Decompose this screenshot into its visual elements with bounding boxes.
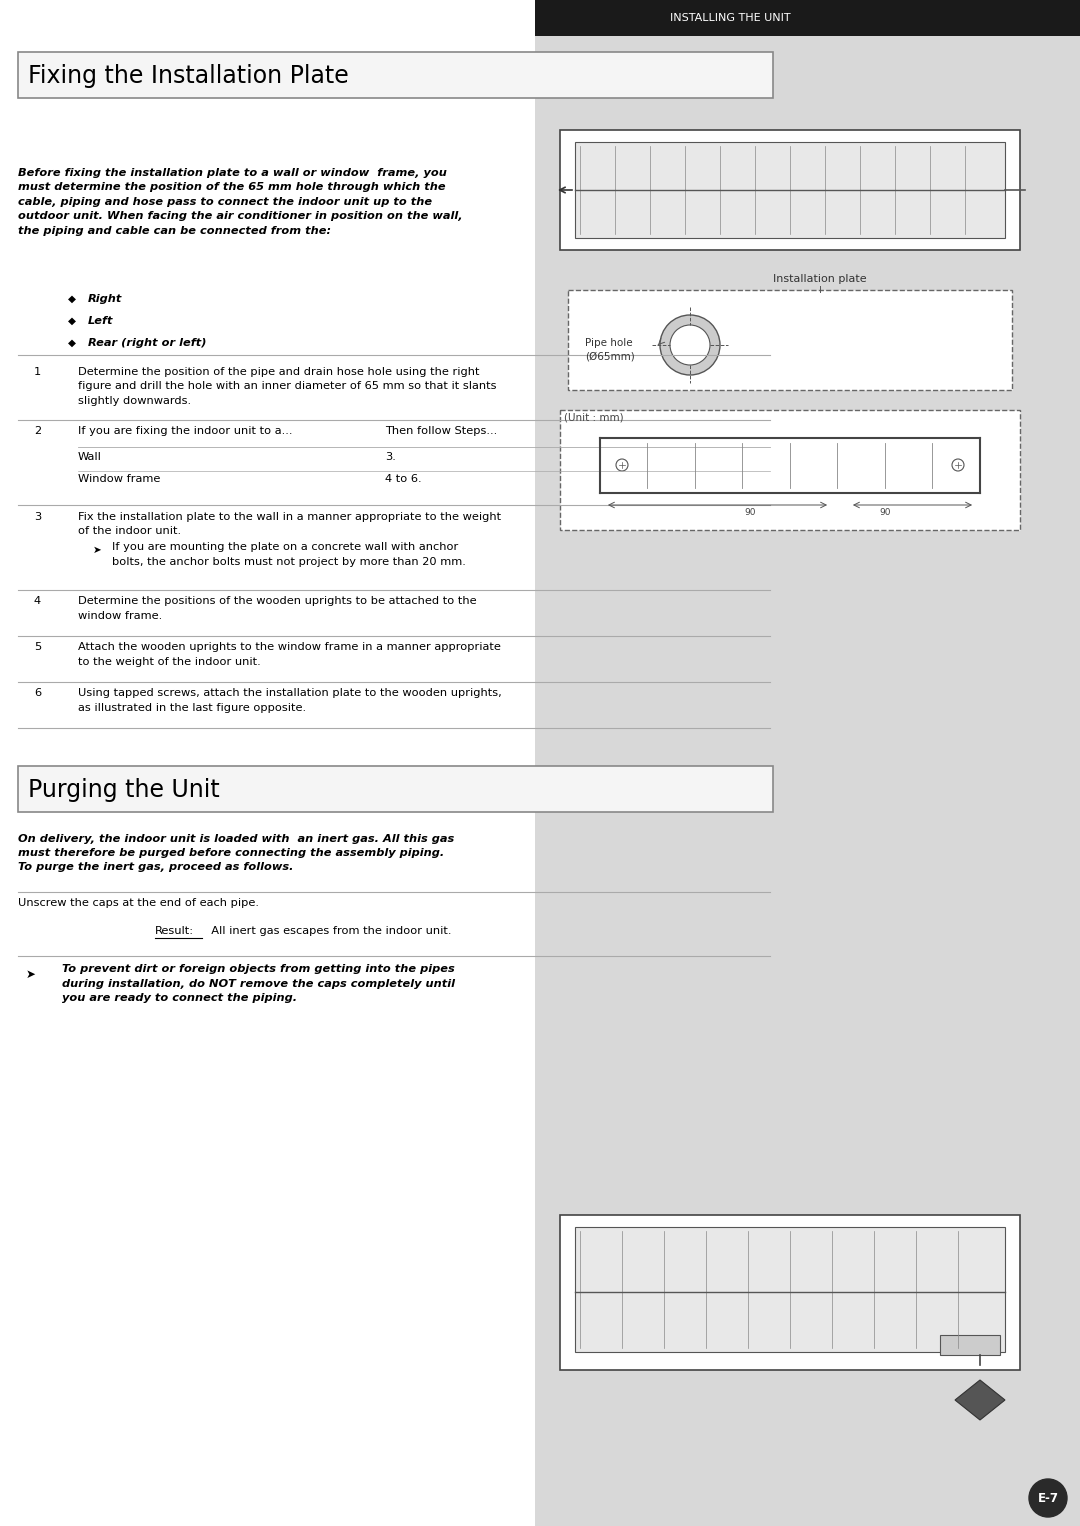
Text: If you are mounting the plate on a concrete wall with anchor
bolts, the anchor b: If you are mounting the plate on a concr… xyxy=(112,543,465,566)
Text: Using tapped screws, attach the installation plate to the wooden uprights,
as il: Using tapped screws, attach the installa… xyxy=(78,688,502,713)
Text: 4: 4 xyxy=(33,597,41,606)
Text: 90: 90 xyxy=(744,508,756,517)
Circle shape xyxy=(1029,1479,1067,1517)
Bar xyxy=(535,0,1080,1526)
Text: ➤: ➤ xyxy=(93,545,102,554)
Text: ◆: ◆ xyxy=(68,295,76,304)
Bar xyxy=(18,766,773,812)
Text: Wall: Wall xyxy=(78,452,102,461)
Bar xyxy=(575,142,1005,238)
Text: 6: 6 xyxy=(33,688,41,699)
Text: 3: 3 xyxy=(33,511,41,522)
Text: Rear (right or left): Rear (right or left) xyxy=(87,337,206,348)
Text: (Unit : mm): (Unit : mm) xyxy=(564,412,623,423)
Text: Fixing the Installation Plate: Fixing the Installation Plate xyxy=(28,64,349,89)
Text: Determine the positions of the wooden uprights to be attached to the
window fram: Determine the positions of the wooden up… xyxy=(78,597,476,621)
Text: All inert gas escapes from the indoor unit.: All inert gas escapes from the indoor un… xyxy=(204,925,451,935)
Circle shape xyxy=(616,459,627,472)
Bar xyxy=(561,130,1020,250)
Text: 2: 2 xyxy=(33,426,41,436)
Text: Fix the installation plate to the wall in a manner appropriate to the weight
of : Fix the installation plate to the wall i… xyxy=(78,511,501,536)
Text: On delivery, the indoor unit is loaded with  an inert gas. All this gas
must the: On delivery, the indoor unit is loaded w… xyxy=(18,833,455,873)
Text: 5: 5 xyxy=(33,642,41,653)
Text: If you are fixing the indoor unit to a...: If you are fixing the indoor unit to a..… xyxy=(78,426,293,436)
Text: ➤: ➤ xyxy=(26,967,36,981)
Bar xyxy=(561,410,1020,530)
Bar xyxy=(940,1335,1000,1355)
Text: Pipe hole
(Ø65mm): Pipe hole (Ø65mm) xyxy=(585,337,635,362)
Text: ◆: ◆ xyxy=(68,316,76,327)
Text: Result:: Result: xyxy=(156,925,194,935)
Text: Window frame: Window frame xyxy=(78,475,160,484)
Circle shape xyxy=(951,459,964,472)
Text: Right: Right xyxy=(87,295,122,304)
Bar xyxy=(568,290,1012,391)
Text: ◆: ◆ xyxy=(68,337,76,348)
Text: Attach the wooden uprights to the window frame in a manner appropriate
to the we: Attach the wooden uprights to the window… xyxy=(78,642,501,667)
Text: Determine the position of the pipe and drain hose hole using the right
figure an: Determine the position of the pipe and d… xyxy=(78,366,497,406)
Text: Before fixing the installation plate to a wall or window  frame, you
must determ: Before fixing the installation plate to … xyxy=(18,168,462,235)
Text: Unscrew the caps at the end of each pipe.: Unscrew the caps at the end of each pipe… xyxy=(18,899,259,908)
Text: E-7: E-7 xyxy=(1038,1491,1058,1505)
Text: Installation plate: Installation plate xyxy=(773,275,867,284)
Circle shape xyxy=(660,314,720,375)
Text: Left: Left xyxy=(87,316,113,327)
Bar xyxy=(561,1215,1020,1370)
Bar xyxy=(18,52,773,98)
Circle shape xyxy=(670,325,710,365)
Bar xyxy=(535,0,1080,37)
Text: 3.: 3. xyxy=(384,452,396,461)
Text: 4 to 6.: 4 to 6. xyxy=(384,475,421,484)
Text: 90: 90 xyxy=(879,508,891,517)
Text: To prevent dirt or foreign objects from getting into the pipes
during installati: To prevent dirt or foreign objects from … xyxy=(62,964,455,1003)
Text: INSTALLING THE UNIT: INSTALLING THE UNIT xyxy=(670,14,791,23)
Text: 1: 1 xyxy=(33,366,41,377)
Text: Then follow Steps...: Then follow Steps... xyxy=(384,426,497,436)
Text: Purging the Unit: Purging the Unit xyxy=(28,778,219,801)
Bar xyxy=(575,1227,1005,1352)
Polygon shape xyxy=(955,1380,1005,1421)
